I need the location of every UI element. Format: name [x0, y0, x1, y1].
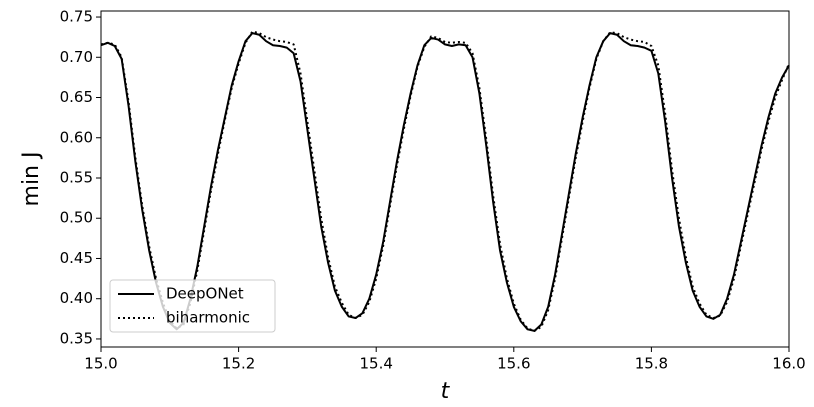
y-axis-label: min J — [19, 152, 44, 207]
y-tick-label: 0.50 — [60, 209, 93, 227]
legend-label: DeepONet — [166, 285, 244, 303]
y-tick-label: 0.55 — [60, 168, 93, 186]
x-tick-label: 15.6 — [497, 355, 530, 373]
series-line — [100, 30, 790, 332]
y-tick-label: 0.65 — [60, 88, 93, 106]
x-tick-label: 15.2 — [222, 355, 255, 373]
y-tick-label: 0.45 — [60, 249, 93, 267]
x-axis-label: t — [441, 379, 451, 404]
x-tick-label: 15.0 — [84, 355, 117, 373]
x-tick-label: 15.4 — [359, 355, 392, 373]
y-tick-label: 0.75 — [60, 8, 93, 26]
y-tick-label: 0.35 — [60, 329, 93, 347]
y-tick-label: 0.40 — [60, 289, 93, 307]
x-tick-label: 16.0 — [772, 355, 805, 373]
legend-label: biharmonic — [166, 309, 250, 327]
x-tick-label: 15.8 — [635, 355, 668, 373]
y-tick-label: 0.70 — [60, 48, 93, 66]
y-tick-label: 0.60 — [60, 128, 93, 146]
plot-frame — [100, 10, 790, 348]
